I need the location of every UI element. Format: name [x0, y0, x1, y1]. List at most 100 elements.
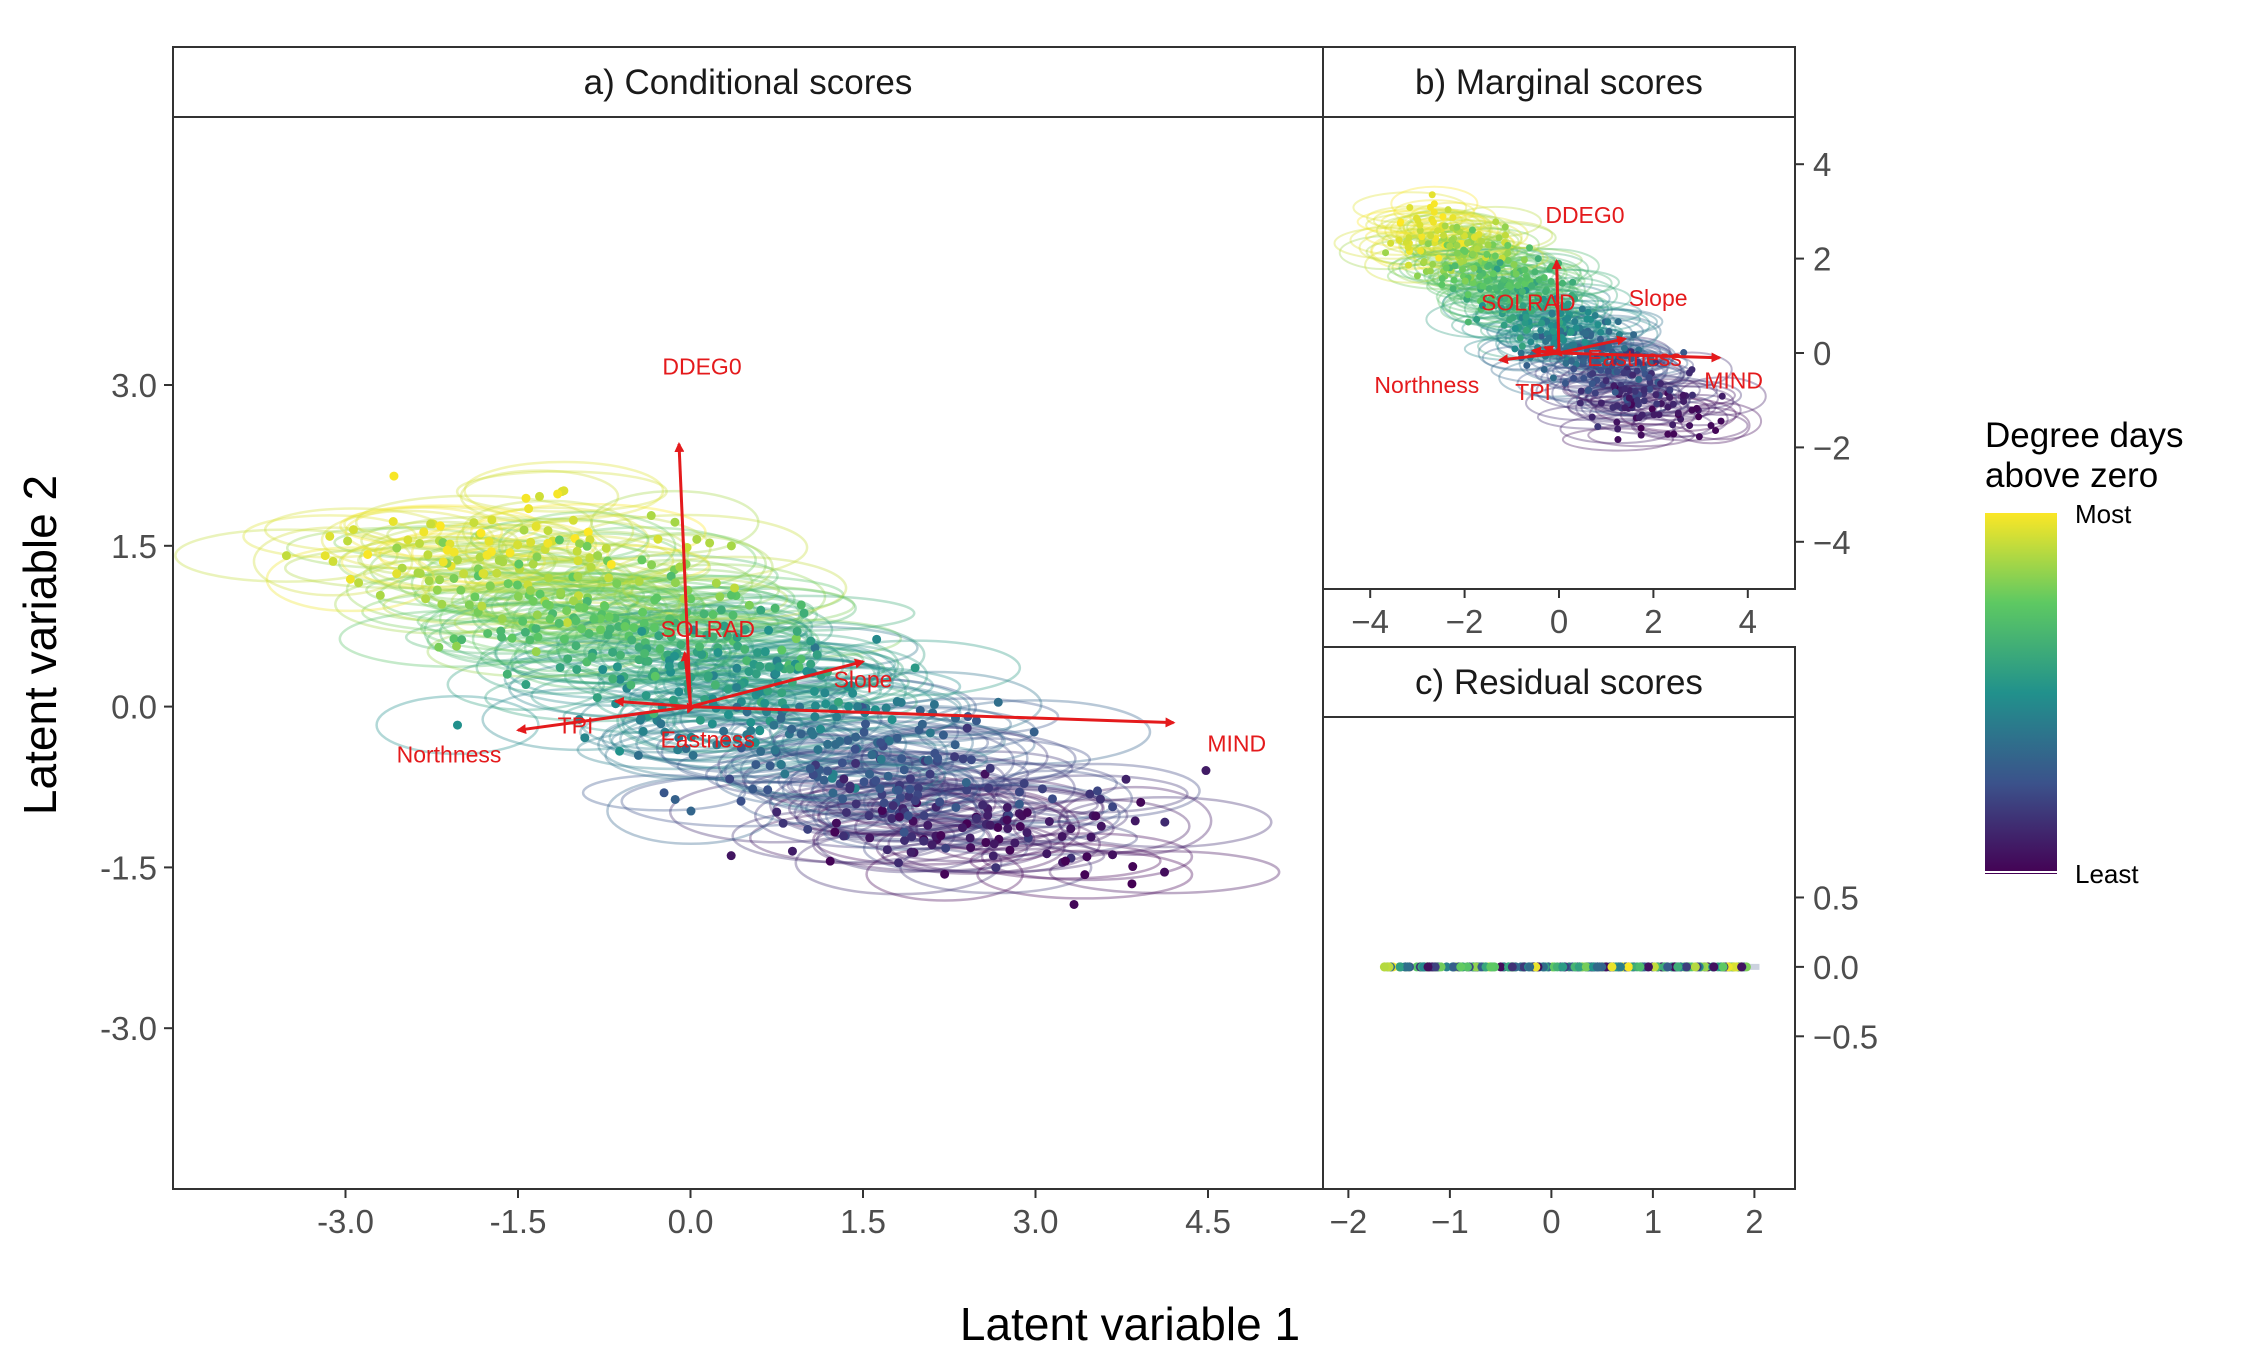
- site-point: [820, 688, 830, 698]
- site-point: [1108, 802, 1118, 812]
- site-point: [1492, 218, 1500, 226]
- site-point: [905, 784, 915, 794]
- site-point: [1095, 794, 1105, 804]
- x-tick-label: 1.5: [840, 1203, 886, 1240]
- site-point: [951, 802, 961, 812]
- y-tick-label: 0.0: [111, 689, 157, 726]
- panel-c-title: c) Residual scores: [1415, 663, 1703, 702]
- site-point: [907, 832, 917, 842]
- uncertainty-ellipse: [563, 650, 741, 702]
- site-point: [1688, 391, 1696, 399]
- site-point: [929, 699, 939, 709]
- site-point: [867, 750, 877, 760]
- arrow-label-ddeg0: DDEG0: [662, 353, 741, 379]
- site-point: [562, 618, 572, 628]
- site-point: [604, 612, 614, 622]
- site-point: [485, 581, 495, 591]
- site-point: [1497, 283, 1505, 291]
- site-point: [1712, 427, 1720, 435]
- uncertainty-ellipse: [711, 625, 919, 670]
- site-point: [532, 610, 542, 620]
- y-tick-label: 2: [1813, 241, 1831, 278]
- site-point: [556, 588, 566, 598]
- site-point: [1527, 338, 1535, 346]
- site-point: [674, 733, 684, 743]
- uncertainty-ellipse: [859, 729, 1015, 793]
- site-point: [1584, 308, 1592, 316]
- legend-colorbar: [1985, 512, 2057, 874]
- site-point: [897, 754, 907, 764]
- site-point: [1091, 811, 1101, 821]
- site-point: [686, 594, 696, 604]
- site-point: [965, 833, 975, 843]
- site-point: [1201, 766, 1211, 776]
- panel-c: c) Residual scores −2 −1 0 1 2 0.5 0.0 −0.5: [1322, 646, 1878, 1240]
- site-point: [477, 601, 487, 611]
- site-point: [958, 754, 968, 764]
- x-tick-label: 0: [1542, 1203, 1560, 1240]
- x-tick-label: −1: [1431, 1203, 1469, 1240]
- site-point: [1485, 285, 1493, 293]
- site-point: [1029, 727, 1039, 737]
- site-point: [787, 846, 797, 856]
- site-point: [1558, 962, 1568, 972]
- uncertainty-ellipse: [620, 774, 862, 828]
- site-point: [744, 667, 754, 677]
- uncertainty-ellipse: [1594, 392, 1711, 426]
- site-point: [1618, 360, 1626, 368]
- uncertainty-ellipse: [990, 774, 1189, 814]
- uncertainty-ellipse: [1589, 384, 1673, 418]
- site-point: [971, 716, 981, 726]
- site-point: [1518, 342, 1526, 350]
- site-point: [1581, 962, 1591, 972]
- uncertainty-ellipse: [1431, 264, 1511, 291]
- site-point: [1584, 387, 1592, 395]
- site-point: [574, 602, 584, 612]
- site-point: [772, 807, 782, 817]
- uncertainty-ellipse: [512, 544, 711, 585]
- site-point: [828, 788, 838, 798]
- arrow-slope: [690, 658, 865, 709]
- x-tick-label: 0.0: [668, 1203, 714, 1240]
- site-point: [893, 858, 903, 868]
- site-point: [703, 671, 713, 681]
- site-point: [1130, 816, 1140, 826]
- site-point: [1489, 241, 1497, 249]
- uncertainty-ellipse: [597, 620, 802, 673]
- uncertainty-ellipse: [502, 583, 707, 628]
- site-point: [513, 592, 523, 602]
- site-point: [823, 739, 833, 749]
- site-point: [825, 856, 835, 866]
- site-point: [1690, 962, 1700, 972]
- uncertainty-ellipse: [674, 657, 910, 707]
- x-tick-label: 1: [1644, 1203, 1662, 1240]
- site-point: [1646, 385, 1654, 393]
- site-point: [464, 600, 474, 610]
- site-point: [531, 521, 541, 531]
- uncertainty-ellipse: [836, 775, 997, 831]
- site-point: [1549, 327, 1557, 335]
- site-point: [1496, 259, 1504, 267]
- site-point: [1605, 342, 1613, 350]
- site-point: [799, 608, 809, 618]
- site-point: [1604, 367, 1612, 375]
- site-point: [1570, 365, 1578, 373]
- site-point: [1577, 387, 1585, 395]
- site-point: [748, 784, 758, 794]
- site-point: [1516, 334, 1524, 342]
- uncertainty-ellipse: [563, 553, 779, 599]
- uncertainty-ellipse: [581, 773, 747, 812]
- site-point: [1418, 233, 1426, 241]
- site-point: [1379, 962, 1389, 972]
- site-point: [571, 616, 581, 626]
- site-point: [1666, 386, 1674, 394]
- site-point: [633, 750, 643, 760]
- site-point: [1624, 962, 1634, 972]
- site-point: [526, 537, 536, 547]
- site-point: [1496, 294, 1504, 302]
- site-point: [586, 562, 596, 572]
- site-point: [864, 811, 874, 821]
- site-point: [1501, 231, 1509, 239]
- site-point: [646, 511, 656, 521]
- uncertainty-ellipse: [976, 849, 1194, 900]
